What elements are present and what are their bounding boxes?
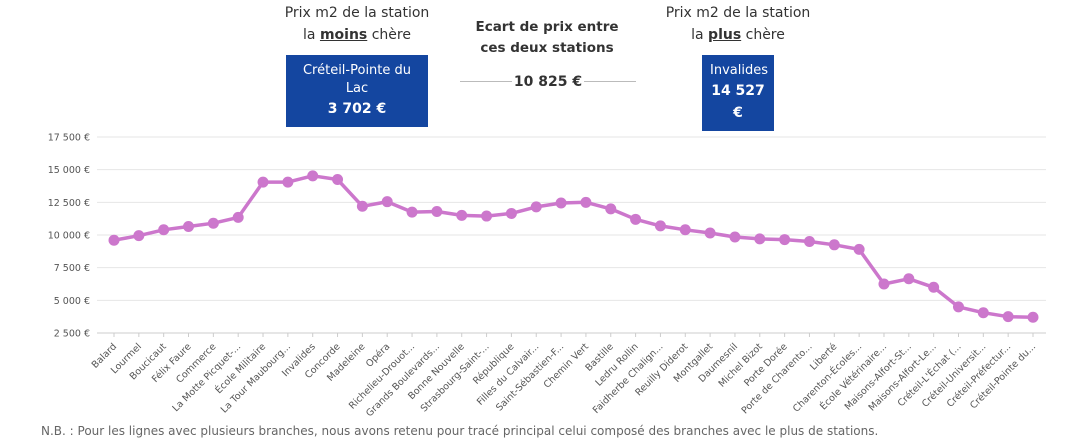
data-point	[704, 227, 716, 239]
y-tick-label: 17 500 €	[48, 133, 90, 144]
price-series-line	[113, 174, 1034, 320]
data-point	[630, 213, 642, 225]
data-point	[431, 205, 443, 217]
data-point	[232, 211, 244, 223]
cheapest-heading-line1: Prix m2 de la station	[284, 5, 430, 21]
data-point	[406, 206, 418, 218]
expensive-station-name: Invalides	[710, 63, 768, 78]
data-point	[952, 301, 964, 313]
difference-rule-left	[460, 81, 512, 82]
data-point	[605, 203, 617, 215]
data-point	[1027, 311, 1039, 323]
data-point	[133, 230, 145, 242]
difference-value: 10 825 €	[513, 74, 583, 90]
cheapest-heading-line2: la moins chère	[303, 27, 411, 43]
data-point	[183, 221, 195, 233]
data-point	[381, 196, 393, 208]
data-point	[356, 200, 368, 212]
expensive-station-box: Invalides 14 527 €	[702, 55, 774, 131]
y-tick-label: 12 500 €	[48, 198, 90, 209]
data-point	[729, 231, 741, 243]
data-point	[332, 173, 344, 185]
cheapest-station-box: Créteil-Pointe du Lac 3 702 €	[286, 55, 428, 127]
data-point	[307, 170, 319, 182]
y-tick-label: 7 500 €	[54, 263, 90, 274]
expensive-station-price: 14 527 €	[711, 83, 765, 121]
data-point	[928, 281, 940, 293]
data-point	[158, 224, 170, 236]
data-point	[505, 207, 517, 219]
y-tick-label: 5 000 €	[54, 296, 90, 307]
cheapest-station-name: Créteil-Pointe du Lac	[302, 63, 412, 96]
difference-row: 10 825 €	[460, 72, 636, 92]
difference-rule-right	[584, 81, 636, 82]
data-point	[654, 220, 666, 232]
difference-heading-line2: ces deux stations	[480, 40, 614, 56]
plus-emphasis: plus	[708, 27, 742, 43]
difference-block: Ecart de prix entre ces deux stations	[457, 17, 637, 59]
data-point	[257, 176, 269, 188]
difference-heading-line1: Ecart de prix entre	[475, 19, 619, 35]
data-point	[481, 210, 493, 222]
cheapest-station-price: 3 702 €	[327, 101, 387, 117]
footnote: N.B. : Pour les lignes avec plusieurs br…	[41, 424, 879, 438]
price-line-chart: 2 500 € 5 000 € 7 500 € 10 000 € 12 500 € 15 …	[48, 133, 1046, 416]
data-point	[207, 217, 219, 229]
data-point	[977, 307, 989, 319]
moins-emphasis: moins	[319, 27, 368, 43]
data-point	[828, 239, 840, 251]
data-point	[903, 273, 915, 285]
expensive-heading-line1: Prix m2 de la station	[665, 5, 811, 21]
data-point	[754, 233, 766, 245]
y-tick-label: 15 000 €	[48, 165, 90, 176]
data-point	[853, 243, 865, 255]
data-point	[456, 209, 468, 221]
data-point	[1002, 311, 1014, 323]
data-point	[580, 196, 592, 208]
data-point	[530, 201, 542, 213]
data-point	[803, 236, 815, 248]
y-tick-label: 10 000 €	[48, 231, 90, 242]
y-tick-label: 2 500 €	[54, 329, 90, 340]
data-point	[108, 234, 120, 246]
data-point	[679, 224, 691, 236]
cheapest-block: Prix m2 de la station la moins chère Cré…	[257, 2, 457, 127]
data-point	[779, 234, 791, 246]
most-expensive-block: Prix m2 de la station la plus chère Inva…	[638, 2, 838, 131]
data-point	[282, 176, 294, 188]
data-point	[555, 197, 567, 209]
expensive-heading-line2: la plus chère	[691, 27, 785, 43]
data-point	[878, 278, 890, 290]
